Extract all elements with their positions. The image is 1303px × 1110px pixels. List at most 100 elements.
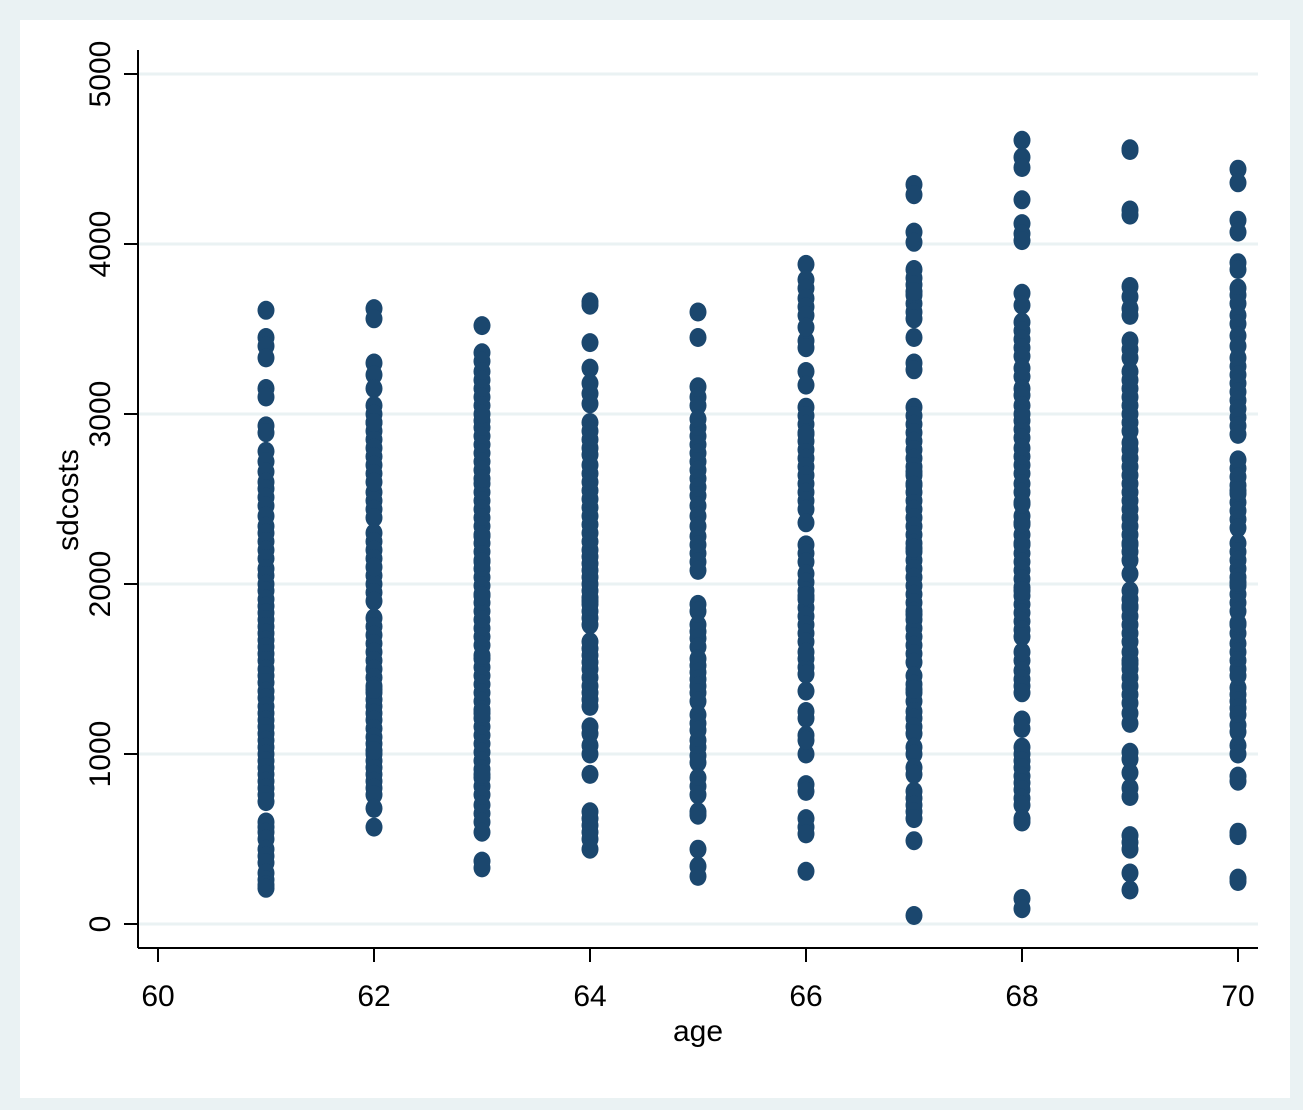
scatter-point [365, 817, 383, 837]
scatter-point [797, 317, 815, 337]
scatter-point [689, 839, 707, 859]
scatter-point [1121, 348, 1139, 368]
scatter-point [1013, 719, 1031, 738]
y-tick-label: 4000 [84, 211, 117, 278]
scatter-point [581, 744, 599, 764]
y-tick-label: 0 [84, 916, 117, 933]
scatter-point [689, 302, 707, 322]
scatter-point [1121, 205, 1139, 225]
scatter-point [797, 513, 815, 533]
x-tick-label: 60 [141, 980, 174, 1013]
scatter-point [1121, 535, 1139, 555]
data-points [257, 130, 1247, 925]
scatter-point [473, 316, 491, 336]
scatter-point [905, 475, 923, 495]
scatter-point [689, 691, 707, 711]
scatter-point [797, 424, 815, 444]
scatter-point [905, 744, 923, 764]
scatter-point [1013, 642, 1031, 662]
scatter-point [1013, 295, 1031, 315]
scatter-point [473, 703, 491, 723]
scatter-point [905, 724, 923, 744]
scatter-point [581, 295, 599, 315]
scatter-point [257, 387, 275, 407]
scatter-point [797, 642, 815, 662]
scatter-point [1013, 190, 1031, 210]
scatter-point [905, 185, 923, 205]
scatter-point [473, 822, 491, 842]
scatter-point [257, 423, 275, 443]
scatter-point [905, 232, 923, 252]
scatter-point [905, 282, 923, 302]
scatter-point [797, 499, 815, 519]
scatter-point [689, 866, 707, 886]
scatter-point [689, 328, 707, 347]
scatter-point [1013, 494, 1031, 514]
axes [137, 50, 1258, 949]
scatter-point [797, 730, 815, 750]
scatter-point [365, 679, 383, 699]
scatter-point [1013, 158, 1031, 177]
scatter-point [365, 413, 383, 432]
scatter-point [1121, 787, 1139, 806]
scatter-point [1013, 627, 1031, 647]
scatter-point [1121, 839, 1139, 859]
scatter-point [905, 462, 923, 482]
scatter-point [581, 358, 599, 378]
scatter-point [581, 591, 599, 611]
scatter-point [1121, 654, 1139, 674]
scatter-point [1229, 159, 1247, 179]
scatter-point [1121, 141, 1139, 160]
scatter-point [1121, 713, 1139, 733]
scatter-point [365, 472, 383, 492]
scatter-point [905, 328, 923, 347]
scatter-point [1121, 763, 1139, 783]
scatter-point [581, 764, 599, 784]
scatter-point [581, 333, 599, 353]
scatter-point [689, 396, 707, 415]
scatter-point [1229, 771, 1247, 791]
scatter-point [905, 831, 923, 851]
scatter-point [1121, 880, 1139, 900]
scatter-point [257, 792, 275, 812]
scatter-point [581, 615, 599, 635]
scatter-point [1229, 826, 1247, 846]
scatter-point [797, 824, 815, 844]
scatter-point [905, 809, 923, 829]
scatter-point [689, 560, 707, 580]
scatter-point [1013, 404, 1031, 424]
scatter-point [1229, 424, 1247, 444]
scatter-point [365, 741, 383, 761]
scatter-point [1013, 533, 1031, 553]
scatter-point [365, 557, 383, 577]
scatter-point [365, 591, 383, 611]
scatter-point [797, 781, 815, 801]
scatter-point [1229, 173, 1247, 193]
scatter-point [1013, 581, 1031, 601]
scatter-point [797, 708, 815, 728]
y-ticks: 0 1000 2000 3000 4000 5000 [84, 41, 138, 933]
scatter-point [257, 300, 275, 320]
scatter-point [905, 360, 923, 380]
scatter-point [581, 696, 599, 716]
y-tick-label: 3000 [84, 381, 117, 448]
scatter-point [365, 798, 383, 818]
scatter-point [257, 878, 275, 898]
scatter-point [257, 348, 275, 368]
scatter-point [473, 404, 491, 424]
scatter-point [797, 744, 815, 764]
scatter-point [473, 469, 491, 489]
scatter-point [365, 309, 383, 329]
scatter-point [689, 805, 707, 825]
scatter-point [473, 645, 491, 665]
scatter-point [365, 379, 383, 398]
y-tick-label: 5000 [84, 41, 117, 108]
scatter-point [1229, 666, 1247, 686]
scatter-point [581, 394, 599, 414]
scatter-point [473, 552, 491, 572]
scatter-point [1229, 481, 1247, 500]
y-tick-label: 2000 [84, 551, 117, 618]
scatter-point [1229, 613, 1247, 633]
scatter-point [1013, 899, 1031, 919]
